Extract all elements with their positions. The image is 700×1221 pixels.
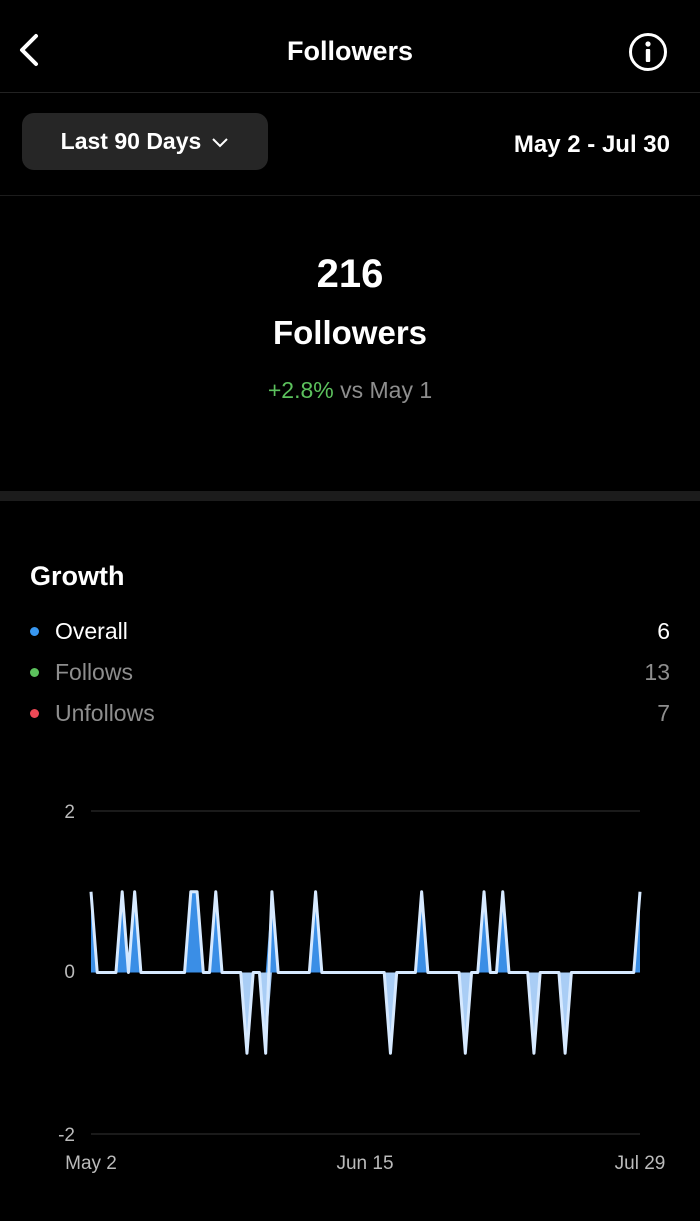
y-tick: -2 [58, 1125, 75, 1146]
chevron-down-icon [212, 137, 229, 147]
x-tick: Jul 29 [615, 1153, 666, 1174]
section-divider [0, 491, 700, 501]
follower-count: 216 [316, 252, 384, 296]
legend-value: 7 [657, 699, 670, 726]
divider [0, 195, 700, 196]
legend-label: Follows [55, 658, 133, 685]
legend-follows: Follows 13 [30, 657, 670, 687]
header [0, 0, 700, 93]
y-tick: 2 [64, 802, 75, 823]
legend-value: 13 [644, 658, 670, 685]
positive-area [91, 891, 640, 973]
date-range-label: Last 90 Days [60, 128, 202, 154]
legend-label: Unfollows [55, 699, 155, 726]
overall-line [89, 890, 642, 1055]
legend-value: 6 [657, 617, 670, 644]
growth-title: Growth [30, 561, 125, 591]
info-circle-icon [629, 33, 667, 71]
legend-label: Overall [55, 617, 128, 644]
negative-area [91, 972, 640, 1054]
unfollows-dot [30, 708, 39, 718]
x-tick: May 2 [65, 1153, 117, 1174]
follower-label: Followers [272, 314, 428, 351]
growth-chart: 2 0 -2 May 2 Jun 15 Jul 29 [58, 802, 666, 1174]
date-range-text: May 2 - Jul 30 [513, 131, 670, 158]
legend-unfollows: Unfollows 7 [30, 698, 670, 728]
legend-overall: Overall 6 [30, 616, 670, 646]
comparison-text: vs May 1 [340, 377, 433, 403]
change-percent: +2.8% [267, 377, 334, 403]
x-tick: Jun 15 [336, 1153, 393, 1174]
back-button[interactable] [14, 30, 44, 70]
info-button[interactable] [628, 32, 668, 72]
date-range-dropdown[interactable]: Last 90 Days [22, 113, 268, 170]
follower-change: +2.8% vs May 1 [0, 377, 700, 404]
overall-dot [30, 626, 39, 636]
page-title: Followers [286, 36, 414, 66]
follows-dot [30, 667, 39, 677]
y-tick: 0 [64, 962, 75, 983]
chevron-left-icon [20, 34, 38, 66]
